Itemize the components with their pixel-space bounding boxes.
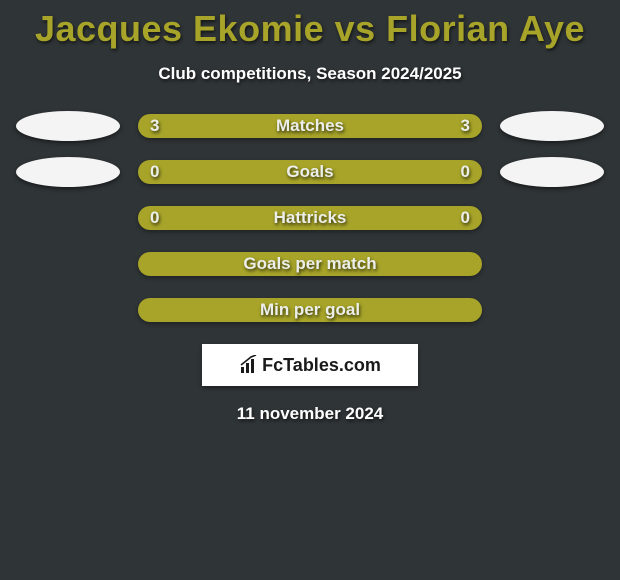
subtitle: Club competitions, Season 2024/2025 bbox=[0, 64, 620, 84]
club-slot-right bbox=[482, 203, 612, 233]
stat-rows: 3 Matches 3 0 Goals 0 0 Hattricks 0 Goals per mat… bbox=[0, 114, 620, 322]
stat-value-left: 3 bbox=[150, 116, 159, 136]
stat-label: Min per goal bbox=[260, 300, 360, 320]
club-slot-right bbox=[482, 249, 612, 279]
comparison-panel: Jacques Ekomie vs Florian Aye Club compe… bbox=[0, 0, 620, 580]
club-slot-right bbox=[482, 157, 612, 187]
club-slot-left bbox=[8, 249, 138, 279]
club-slot-right bbox=[482, 111, 612, 141]
stat-bar: Min per goal bbox=[138, 298, 482, 322]
stat-row: Min per goal bbox=[0, 298, 620, 322]
brand-text: FcTables.com bbox=[239, 355, 381, 376]
stat-value-right: 0 bbox=[461, 162, 470, 182]
brand-badge: FcTables.com bbox=[202, 344, 418, 386]
stat-label: Goals bbox=[286, 162, 333, 182]
club-slot-left bbox=[8, 295, 138, 325]
club-oval-right bbox=[500, 157, 604, 187]
stat-value-left: 0 bbox=[150, 162, 159, 182]
stat-row: 3 Matches 3 bbox=[0, 114, 620, 138]
chart-icon bbox=[239, 355, 259, 375]
stat-value-left: 0 bbox=[150, 208, 159, 228]
stat-label: Matches bbox=[276, 116, 344, 136]
stat-value-right: 0 bbox=[461, 208, 470, 228]
stat-bar: 3 Matches 3 bbox=[138, 114, 482, 138]
stat-bar: 0 Hattricks 0 bbox=[138, 206, 482, 230]
stat-bar: 0 Goals 0 bbox=[138, 160, 482, 184]
club-oval-right bbox=[500, 111, 604, 141]
stat-value-right: 3 bbox=[461, 116, 470, 136]
club-slot-left bbox=[8, 157, 138, 187]
club-oval-left bbox=[16, 111, 120, 141]
stat-row: 0 Hattricks 0 bbox=[0, 206, 620, 230]
stat-row: 0 Goals 0 bbox=[0, 160, 620, 184]
brand-label: FcTables.com bbox=[262, 355, 381, 376]
club-slot-left bbox=[8, 203, 138, 233]
club-slot-left bbox=[8, 111, 138, 141]
club-slot-right bbox=[482, 295, 612, 325]
stat-bar: Goals per match bbox=[138, 252, 482, 276]
stat-label: Hattricks bbox=[274, 208, 347, 228]
stat-row: Goals per match bbox=[0, 252, 620, 276]
club-oval-left bbox=[16, 157, 120, 187]
footer-date: 11 november 2024 bbox=[0, 404, 620, 424]
page-title: Jacques Ekomie vs Florian Aye bbox=[0, 0, 620, 50]
stat-label: Goals per match bbox=[243, 254, 376, 274]
